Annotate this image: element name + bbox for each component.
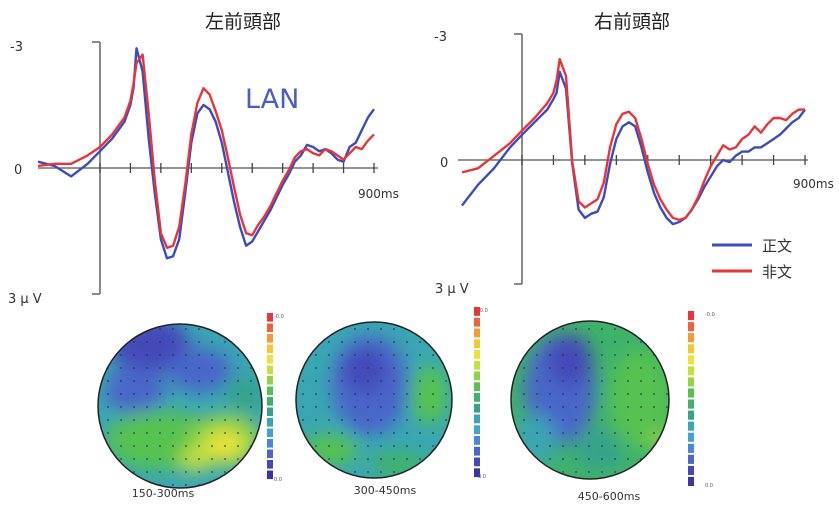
scale-swatch — [688, 311, 694, 321]
left-x-end-label: 900ms — [358, 187, 399, 201]
scale-swatch — [474, 371, 480, 381]
scale-swatch — [267, 344, 273, 354]
lan-annotation: LAN — [245, 84, 299, 115]
series-line-seibun — [37, 47, 375, 260]
scale-swatch — [267, 376, 273, 385]
left-x-ticks — [99, 163, 375, 173]
topomap-2: -0.0 0.0 300-450ms — [295, 307, 488, 497]
topomap-2-outline — [295, 321, 453, 479]
topomap-3-caption: 450-600ms — [578, 490, 641, 503]
scale-swatch — [688, 366, 694, 376]
series-line-hibun — [37, 53, 375, 250]
topomap-1-outline — [97, 323, 263, 489]
scale-swatch — [474, 317, 480, 327]
topomap-2-caption: 300-450ms — [354, 484, 417, 497]
scale-swatch — [474, 457, 480, 467]
legend-label-hibun: 非文 — [762, 263, 792, 281]
left-chart: 左前頭部 -3 0 3 μ V 900ms LAN — [8, 11, 399, 307]
scale-swatch — [688, 465, 694, 475]
right-series-lines — [461, 58, 806, 226]
scale-swatch — [267, 449, 273, 459]
topomap-3-scale-bottom: 0.0 — [705, 483, 713, 489]
scale-swatch — [267, 470, 273, 480]
legend-label-seibun: 正文 — [762, 237, 792, 255]
scale-swatch — [688, 454, 694, 464]
topomap-1-scale-top: -0.0 — [274, 314, 284, 320]
left-y-bottom-label: 3 μ V — [8, 292, 42, 307]
scale-swatch — [267, 323, 273, 333]
scale-swatch — [474, 360, 480, 370]
scale-swatch — [474, 339, 480, 349]
scale-swatch — [267, 460, 273, 469]
scale-swatch — [267, 407, 273, 417]
topomap-3-scale-top: -0.0 — [705, 312, 715, 318]
right-x-end-label: 900ms — [793, 177, 834, 191]
series-line-seibun — [461, 70, 806, 226]
series-line-hibun — [461, 58, 805, 222]
scale-swatch — [267, 439, 273, 448]
scale-swatch — [688, 476, 694, 486]
scale-swatch — [474, 382, 480, 392]
right-chart: 右前頭部 -3 0 3 μ V 900ms — [434, 11, 834, 297]
topomap-3-outline — [510, 320, 670, 480]
right-chart-title: 右前頭部 — [594, 11, 670, 33]
topomap-2-scale-top: -0.0 — [478, 308, 488, 314]
left-chart-title: 左前頭部 — [205, 11, 281, 33]
scale-swatch — [688, 410, 694, 420]
scale-swatch — [267, 397, 273, 406]
scale-swatch — [267, 365, 273, 375]
topomap-1-color-scale — [267, 313, 273, 480]
scale-swatch — [688, 432, 694, 442]
topomap-2-color-scale — [474, 307, 480, 478]
scale-swatch — [688, 322, 694, 332]
topomap-1: -0.0 0.0 150-300ms — [97, 313, 284, 500]
topomap-3: -0.0 0.0 450-600ms — [510, 311, 715, 503]
scale-swatch — [688, 377, 694, 387]
scale-swatch — [688, 333, 694, 343]
topomap-3-color-scale — [688, 311, 694, 486]
scale-swatch — [474, 468, 480, 478]
scale-swatch — [474, 393, 480, 402]
scale-swatch — [688, 388, 694, 398]
left-y-zero-label: 0 — [14, 163, 22, 178]
scale-swatch — [474, 425, 480, 435]
scale-swatch — [688, 421, 694, 431]
scale-swatch — [267, 313, 273, 322]
scale-swatch — [474, 350, 480, 359]
scale-swatch — [474, 436, 480, 445]
scale-swatch — [474, 403, 480, 413]
right-y-bottom-label: 3 μ V — [435, 282, 469, 297]
scale-swatch — [688, 355, 694, 365]
right-y-zero-label: 0 — [440, 156, 448, 171]
right-y-top-label: -3 — [434, 30, 447, 45]
left-y-top-label: -3 — [10, 40, 23, 55]
scale-swatch — [474, 307, 480, 316]
topomap-1-scale-bottom: 0.0 — [274, 477, 282, 483]
scale-swatch — [688, 344, 694, 354]
legend: 正文 非文 — [712, 237, 792, 281]
topomap-2-scale-bottom: 0.0 — [478, 474, 486, 480]
scale-swatch — [267, 334, 273, 343]
scale-swatch — [267, 386, 273, 396]
scale-swatch — [688, 443, 694, 453]
scale-swatch — [267, 355, 273, 364]
scale-swatch — [474, 328, 480, 338]
topomap-1-caption: 150-300ms — [132, 487, 195, 500]
scale-swatch — [267, 418, 273, 427]
left-series-lines — [37, 47, 375, 260]
scale-swatch — [688, 399, 694, 409]
scale-swatch — [474, 446, 480, 456]
scale-swatch — [267, 428, 273, 438]
scale-swatch — [474, 414, 480, 424]
